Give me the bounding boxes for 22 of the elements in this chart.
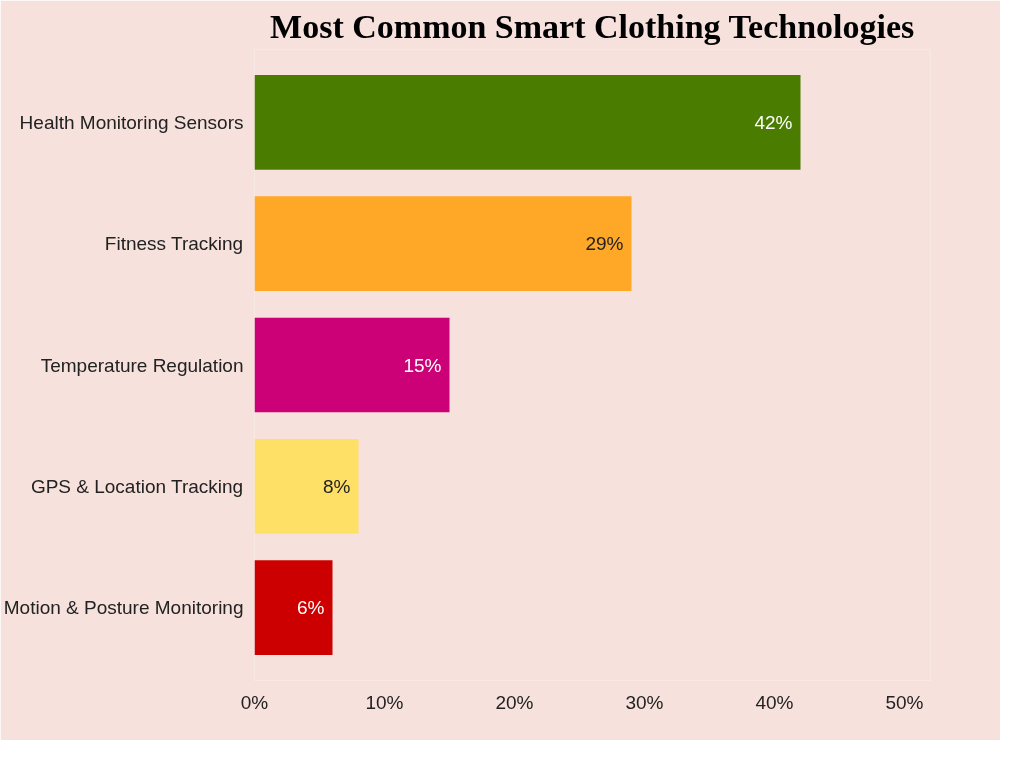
- data-label: 42%: [754, 111, 793, 133]
- x-tick-label: 0%: [240, 691, 269, 713]
- x-tick-label: 30%: [625, 691, 664, 713]
- y-tick-label: Health Monitoring Sensors: [19, 111, 244, 133]
- y-tick-label: Motion & Posture Monitoring: [3, 597, 244, 619]
- bar: [254, 196, 632, 291]
- data-label: 6%: [297, 597, 325, 619]
- y-tick-label: GPS & Location Tracking: [30, 475, 244, 497]
- bar: [254, 74, 801, 170]
- x-tick-label: 10%: [365, 691, 404, 713]
- x-tick-label: 20%: [495, 691, 534, 713]
- chart-title: Most Common Smart Clothing Technologies: [270, 7, 915, 45]
- y-tick-label: Fitness Tracking: [104, 233, 244, 255]
- data-label: 8%: [323, 475, 351, 497]
- data-label: 29%: [585, 233, 624, 255]
- bar: [254, 439, 359, 534]
- y-tick-label: Temperature Regulation: [40, 354, 244, 376]
- data-label: 15%: [403, 354, 442, 376]
- x-tick-label: 40%: [755, 691, 794, 713]
- bar: [254, 560, 333, 656]
- x-tick-label: 50%: [885, 691, 924, 713]
- bar: [254, 317, 450, 413]
